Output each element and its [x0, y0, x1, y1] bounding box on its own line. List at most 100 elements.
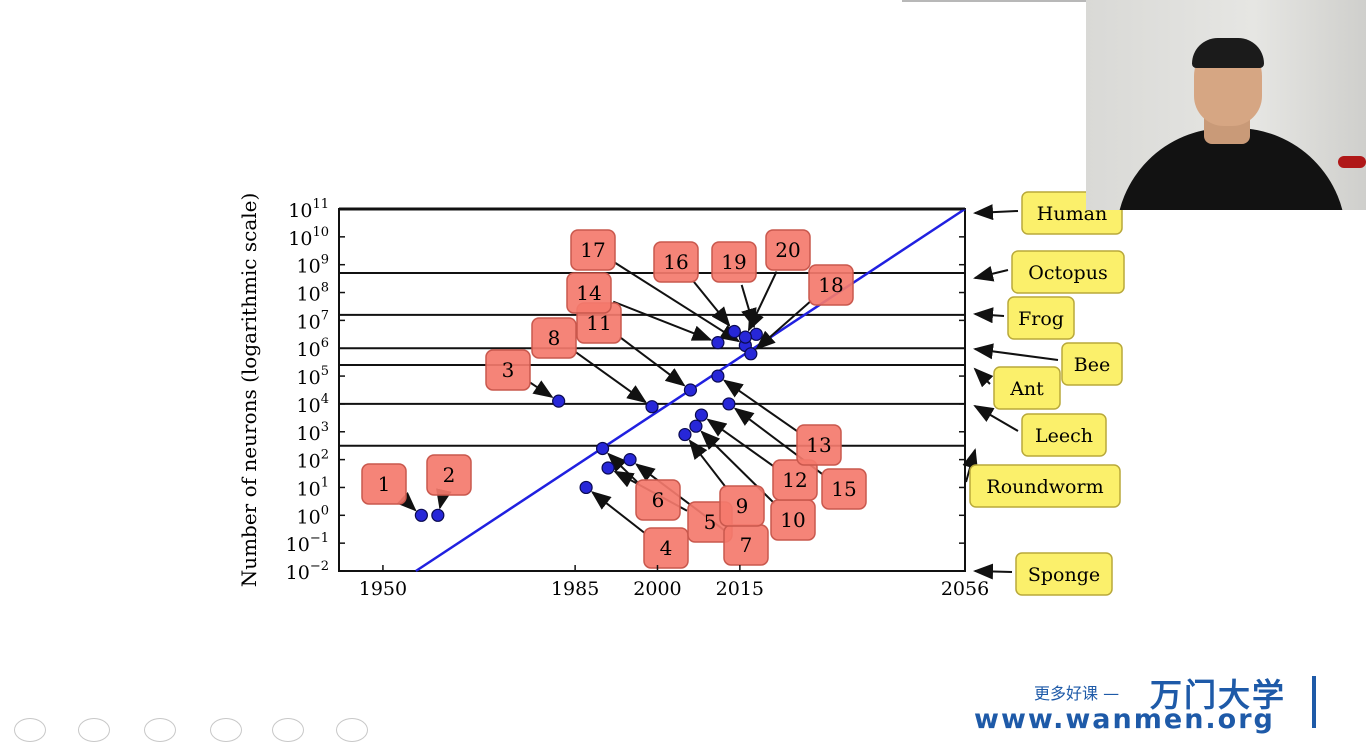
- animal-arrow-sponge: [973, 563, 1013, 580]
- arrow-2: [436, 488, 452, 510]
- arrow-4: [590, 491, 646, 535]
- point-label-20: 20: [775, 238, 800, 262]
- data-point-18: [744, 347, 758, 361]
- arrow-6: [607, 452, 640, 485]
- point-label-10: 10: [780, 508, 805, 532]
- y-tick-base: 10: [288, 200, 312, 222]
- y-tick-exponent: 8: [321, 281, 329, 296]
- point-label-box-18: [808, 264, 854, 306]
- y-tick-base: 10: [288, 228, 312, 250]
- animal-label-frog: Frog: [1018, 308, 1064, 330]
- point-label-15: 15: [831, 477, 856, 501]
- arrow-19: [740, 284, 757, 329]
- animal-arrow-frog: [973, 307, 1005, 324]
- animal-arrow-human: [973, 204, 1019, 221]
- animal-label-ant: Ant: [1009, 378, 1044, 400]
- point-label-7: 7: [740, 533, 753, 557]
- point-label-1: 1: [378, 472, 391, 496]
- control-button[interactable]: [336, 718, 368, 742]
- y-tick-base: 10: [286, 562, 310, 584]
- control-button[interactable]: [14, 718, 46, 742]
- x-tick-label: 2000: [633, 578, 681, 600]
- y-tick-exponent: 11: [312, 197, 329, 212]
- y-tick-label: 102: [297, 448, 329, 473]
- y-tick-exponent: 7: [321, 308, 329, 323]
- animal-label-octopus: Octopus: [1028, 262, 1107, 284]
- point-label-12: 12: [782, 468, 807, 492]
- point-label-box-3: [485, 349, 531, 391]
- arrow-8: [574, 350, 648, 404]
- point-label-box-13: [796, 424, 842, 466]
- y-tick-base: 10: [297, 256, 321, 278]
- animal-label-sponge: Sponge: [1028, 564, 1100, 586]
- y-tick-base: 10: [297, 395, 321, 417]
- y-tick-label: 100: [297, 503, 329, 528]
- arrow-3: [529, 380, 554, 399]
- microphone: [1338, 156, 1366, 168]
- animal-box-octopus: [1011, 250, 1125, 294]
- y-tick-exponent: 5: [321, 364, 329, 379]
- y-tick-exponent: 1: [321, 475, 329, 490]
- animal-box-leech: [1021, 413, 1107, 457]
- brand-name: 万门大学: [1150, 676, 1287, 714]
- y-tick-base: 10: [297, 478, 321, 500]
- arrow-17: [614, 261, 741, 343]
- data-point-4: [579, 480, 593, 495]
- y-tick-base: 10: [297, 423, 321, 445]
- point-label-11: 11: [586, 311, 611, 335]
- point-label-box-1: [361, 463, 407, 505]
- data-point-13: [711, 369, 725, 383]
- point-label-box-14: [566, 272, 612, 314]
- top-bar-fragment: [902, 0, 1188, 2]
- data-point-12: [694, 408, 709, 422]
- brand-watermark: 更多好课 — 万门大学 www.wanmen.org: [970, 672, 1316, 735]
- presenter-hair: [1192, 38, 1264, 68]
- data-point-1: [414, 508, 428, 522]
- y-tick-label: 108: [297, 281, 329, 306]
- data-point-11: [683, 383, 698, 397]
- y-tick-exponent: −2: [310, 559, 329, 574]
- brand-divider: [1312, 676, 1316, 728]
- player-controls: [14, 718, 374, 742]
- point-label-4: 4: [660, 536, 673, 560]
- point-label-2: 2: [443, 463, 456, 487]
- point-label-5: 5: [704, 510, 717, 534]
- arrow-12: [706, 418, 775, 468]
- x-tick-label: 2056: [941, 578, 989, 600]
- y-tick-label: 103: [297, 420, 329, 445]
- animal-box-ant: [993, 366, 1061, 410]
- animal-arrow-bee: [973, 343, 1059, 361]
- control-button[interactable]: [272, 718, 304, 742]
- y-tick-base: 10: [297, 451, 321, 473]
- control-button[interactable]: [144, 718, 176, 742]
- data-point-20: [738, 330, 752, 344]
- y-tick-base: 10: [297, 284, 321, 306]
- point-label-9: 9: [736, 494, 749, 518]
- y-tick-exponent: 4: [321, 392, 329, 407]
- y-tick-label: 107: [297, 308, 329, 333]
- animal-box-sponge: [1015, 552, 1113, 596]
- arrow-1: [396, 491, 417, 512]
- animal-arrow-roundworm: [962, 448, 978, 483]
- data-point-15: [722, 397, 736, 411]
- data-point-19: [749, 327, 763, 341]
- control-button[interactable]: [78, 718, 110, 742]
- arrow-13: [722, 379, 799, 433]
- data-point-9: [678, 427, 692, 442]
- y-tick-exponent: 6: [321, 336, 329, 351]
- data-point-7: [623, 453, 637, 467]
- point-label-16: 16: [663, 250, 688, 274]
- data-point-14: [711, 336, 725, 350]
- animal-label-leech: Leech: [1035, 425, 1093, 447]
- point-label-6: 6: [652, 488, 665, 512]
- point-label-3: 3: [502, 358, 515, 382]
- animal-arrow-leech: [973, 404, 1019, 432]
- control-button[interactable]: [210, 718, 242, 742]
- point-label-17: 17: [580, 238, 605, 262]
- arrow-16: [691, 279, 731, 327]
- arrow-14: [612, 300, 713, 341]
- point-label-18: 18: [818, 273, 843, 297]
- point-label-box-12: [772, 459, 818, 501]
- data-point-3: [552, 394, 566, 408]
